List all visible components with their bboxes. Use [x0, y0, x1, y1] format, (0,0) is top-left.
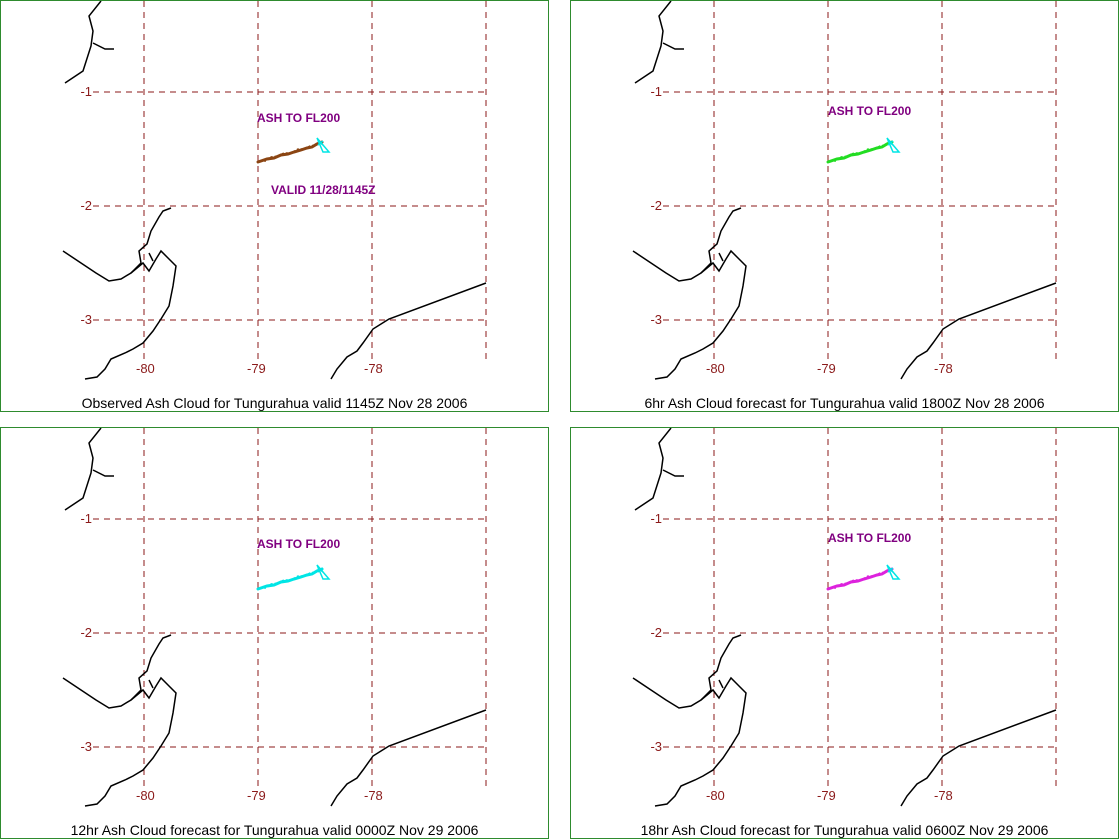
lat-tick-label: -3: [80, 312, 92, 327]
coastline: [900, 709, 1057, 807]
map-12hr: -1 -2 -3 -80 -79 -78 ASH TO FL200: [62, 428, 487, 807]
lat-tick-label: -1: [650, 511, 662, 526]
coastline: [64, 428, 102, 511]
lat-tick-label: -3: [650, 312, 662, 327]
lon-tick-label: -80: [136, 788, 155, 803]
lon-tick-label: -78: [934, 361, 953, 376]
map-18hr: -1 -2 -3 -80 -79 -78 ASH TO FL200: [632, 428, 1057, 807]
coastline: [632, 634, 742, 709]
panel-6hr-forecast: -1 -2 -3 -80 -79 -78 ASH TO FL200 6hr Ash Clou…: [570, 0, 1119, 412]
coastline: [62, 634, 172, 709]
ash-height-label: ASH TO FL200: [257, 111, 340, 125]
lat-tick-label: -3: [650, 739, 662, 754]
lat-tick-label: -2: [650, 198, 662, 213]
lon-tick-label: -78: [364, 788, 383, 803]
lon-tick-label: -80: [706, 361, 725, 376]
coastline: [632, 207, 742, 282]
lon-tick-label: -80: [136, 361, 155, 376]
panel-caption: 6hr Ash Cloud forecast for Tungurahua va…: [644, 395, 1045, 411]
lon-tick-label: -79: [817, 788, 836, 803]
coastline: [148, 252, 154, 262]
panel-12hr-forecast: -1 -2 -3 -80 -79 -78 ASH TO FL200 12hr Ash Clo…: [0, 427, 549, 839]
coastline: [84, 249, 177, 380]
volcano-cross-icon: [887, 567, 894, 573]
coastline: [92, 42, 114, 50]
lon-tick-label: -79: [247, 788, 266, 803]
lat-tick-label: -2: [80, 625, 92, 640]
lon-tick-label: -79: [247, 361, 266, 376]
lon-tick-label: -78: [364, 361, 383, 376]
ash-cloud-edge: [830, 567, 891, 589]
coastline: [662, 42, 684, 50]
lon-tick-label: -79: [817, 361, 836, 376]
ash-cloud-edge: [260, 140, 321, 162]
coastline: [64, 1, 102, 84]
lon-tick-label: -78: [934, 788, 953, 803]
panel-caption: 12hr Ash Cloud forecast for Tungurahua v…: [70, 822, 479, 838]
lat-tick-label: -1: [80, 511, 92, 526]
coastline: [654, 249, 747, 380]
coastline: [634, 428, 672, 511]
volcano-cross-icon: [317, 140, 324, 146]
lat-tick-label: -1: [650, 84, 662, 99]
ash-height-label: ASH TO FL200: [828, 531, 911, 545]
coastline: [718, 252, 724, 262]
volcano-cross-icon: [887, 140, 894, 146]
map-observed: -1 -2 -3 -80 -79 -78 ASH TO FL200 VALID 11/28/1…: [62, 1, 487, 380]
coastline: [84, 676, 177, 807]
panel-18hr-forecast: -1 -2 -3 -80 -79 -78 ASH TO FL200 18hr Ash Clo…: [570, 427, 1119, 839]
coastline: [62, 207, 172, 282]
coastline: [654, 676, 747, 807]
volcano-cross-icon: [317, 567, 324, 573]
ash-height-label: ASH TO FL200: [257, 537, 340, 551]
valid-time-label: VALID 11/28/1145Z: [271, 183, 376, 197]
ash-cloud-edge: [260, 567, 321, 589]
ash-height-label: ASH TO FL200: [828, 104, 911, 118]
lat-tick-label: -2: [650, 625, 662, 640]
panel-observed: -1 -2 -3 -80 -79 -78 ASH TO FL200 VALID 11/28/1…: [0, 0, 549, 412]
panel-caption: 18hr Ash Cloud forecast for Tungurahua v…: [640, 822, 1049, 838]
map-6hr: -1 -2 -3 -80 -79 -78 ASH TO FL200: [632, 1, 1057, 380]
coastline: [662, 469, 684, 477]
coastline: [718, 679, 724, 689]
lat-tick-label: -2: [80, 198, 92, 213]
coastline: [148, 679, 154, 689]
coastline: [330, 282, 487, 380]
coastline: [330, 709, 487, 807]
coastline: [634, 1, 672, 84]
lat-tick-label: -3: [80, 739, 92, 754]
lon-tick-label: -80: [706, 788, 725, 803]
ash-cloud-edge: [830, 140, 891, 162]
coastline: [92, 469, 114, 477]
lat-tick-label: -1: [80, 84, 92, 99]
panel-caption: Observed Ash Cloud for Tungurahua valid …: [81, 395, 468, 411]
coastline: [900, 282, 1057, 380]
